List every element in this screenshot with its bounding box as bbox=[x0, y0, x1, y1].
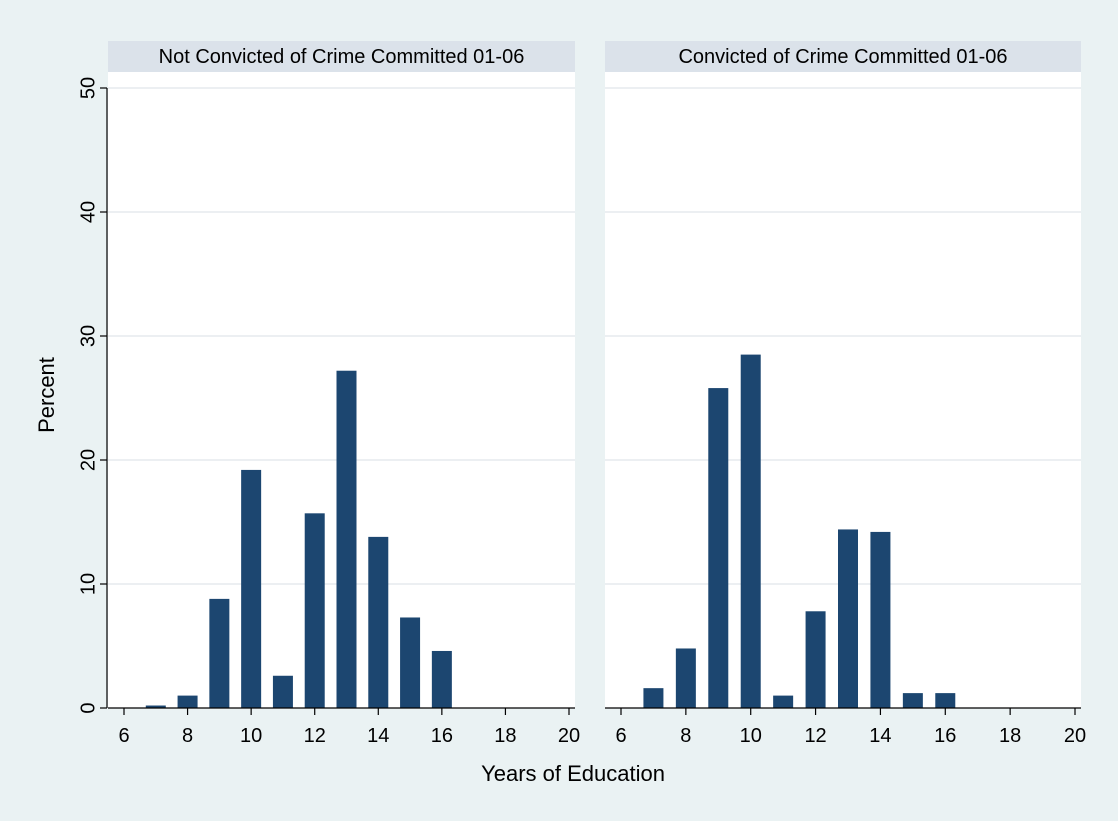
bar bbox=[336, 370, 357, 708]
bar bbox=[805, 611, 826, 708]
bar bbox=[304, 513, 325, 708]
bar bbox=[773, 695, 794, 708]
y-axis-title: Percent bbox=[34, 357, 59, 433]
x-tick-label: 6 bbox=[118, 725, 129, 747]
y-tick-label: 10 bbox=[77, 573, 99, 595]
y-tick-label: 50 bbox=[77, 77, 99, 99]
y-tick-label: 30 bbox=[77, 325, 99, 347]
x-tick-label: 16 bbox=[934, 725, 956, 747]
panel-title: Convicted of Crime Committed 01-06 bbox=[678, 46, 1007, 68]
bar bbox=[838, 529, 858, 708]
x-tick-label: 20 bbox=[1064, 725, 1086, 747]
bar bbox=[368, 536, 389, 708]
panel-title-strip bbox=[108, 41, 575, 72]
bar bbox=[675, 648, 696, 708]
bar bbox=[902, 693, 923, 708]
x-tick-label: 10 bbox=[740, 725, 762, 747]
bar bbox=[241, 469, 262, 708]
bar bbox=[740, 354, 761, 708]
x-tick-label: 20 bbox=[558, 725, 580, 747]
bar bbox=[272, 675, 293, 708]
bar bbox=[708, 388, 729, 708]
y-tick-label: 0 bbox=[77, 702, 99, 713]
bar bbox=[870, 531, 891, 708]
x-tick-label: 10 bbox=[240, 725, 262, 747]
bar bbox=[177, 695, 198, 708]
bar bbox=[145, 705, 166, 708]
x-tick-label: 18 bbox=[494, 725, 516, 747]
x-tick-label: 6 bbox=[615, 725, 626, 747]
bar bbox=[643, 688, 664, 708]
x-tick-label: 8 bbox=[680, 725, 691, 747]
bar bbox=[400, 617, 421, 708]
panel-title: Not Convicted of Crime Committed 01-06 bbox=[159, 46, 525, 68]
x-tick-label: 12 bbox=[804, 725, 826, 747]
bar bbox=[209, 598, 230, 708]
y-tick-label: 40 bbox=[77, 201, 99, 223]
x-tick-label: 8 bbox=[182, 725, 193, 747]
x-tick-label: 14 bbox=[367, 725, 389, 747]
panel-title-strip bbox=[605, 41, 1081, 72]
x-tick-label: 14 bbox=[869, 725, 891, 747]
x-tick-label: 12 bbox=[304, 725, 326, 747]
bar bbox=[935, 693, 956, 708]
bar bbox=[431, 650, 452, 708]
x-tick-label: 16 bbox=[431, 725, 453, 747]
x-axis-title: Years of Education bbox=[481, 761, 665, 786]
y-tick-label: 20 bbox=[77, 449, 99, 471]
x-tick-label: 18 bbox=[999, 725, 1021, 747]
